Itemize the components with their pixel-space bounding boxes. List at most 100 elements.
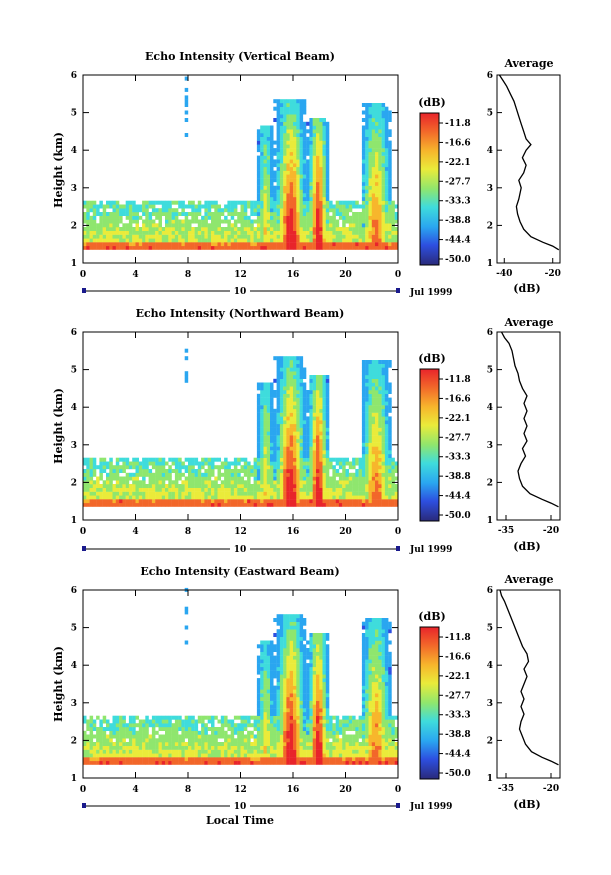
heatmap-cell <box>270 640 274 645</box>
heatmap-cell <box>125 491 130 496</box>
heatmap-cell <box>312 121 317 126</box>
heatmap-cell <box>260 719 264 724</box>
heatmap-cell <box>86 215 90 220</box>
heatmap-cell <box>256 178 261 183</box>
heatmap-cell <box>197 491 202 496</box>
heatmap-cell <box>197 476 202 481</box>
heatmap-cell <box>312 200 317 205</box>
heatmap-cell <box>96 227 100 231</box>
heatmap-cell <box>263 715 267 720</box>
heatmap-cell <box>266 159 271 164</box>
heatmap-cell <box>283 212 287 216</box>
heatmap-cell <box>181 745 185 750</box>
heatmap-cell <box>270 484 274 488</box>
heatmap-cell <box>306 491 310 496</box>
heatmap-cell <box>266 393 271 398</box>
heatmap-cell <box>158 487 162 492</box>
heatmap-cell <box>302 375 307 379</box>
heatmap-cell <box>325 450 330 455</box>
heatmap-cell <box>279 734 284 739</box>
heatmap-cell <box>296 170 300 175</box>
heatmap-cell <box>214 200 218 205</box>
heatmap-cell <box>96 745 100 750</box>
heatmap-cell <box>174 723 179 728</box>
profile-y-tick-label: 4 <box>487 146 493 156</box>
heatmap-cell <box>299 431 304 436</box>
heatmap-cell <box>263 693 267 698</box>
heatmap-cell <box>368 382 372 387</box>
heatmap-cell <box>194 230 199 235</box>
heatmap-cell <box>381 106 386 111</box>
heatmap-cell <box>394 487 399 492</box>
heatmap-cell <box>151 715 156 720</box>
heatmap-cell <box>161 245 166 250</box>
heatmap-cell <box>145 465 149 470</box>
heatmap-cell <box>270 423 274 428</box>
heatmap-cell <box>266 215 271 220</box>
heatmap-cell <box>319 390 323 394</box>
heatmap-cell <box>276 99 281 104</box>
heatmap-cell <box>122 469 126 473</box>
heatmap-cell <box>86 727 90 731</box>
date-axis-end-marker <box>396 546 400 551</box>
heatmap-cell <box>309 476 313 481</box>
heatmap-cell <box>158 476 162 481</box>
heatmap-cell <box>375 212 379 216</box>
heatmap-cell <box>204 487 208 492</box>
heatmap-cell <box>260 181 264 186</box>
heatmap-cell <box>283 360 287 364</box>
heatmap-cell <box>115 242 120 247</box>
heatmap-cell <box>273 446 277 451</box>
heatmap-cell <box>260 487 264 492</box>
heatmap-cell <box>381 435 386 440</box>
heatmap-cell <box>181 491 185 496</box>
heatmap-cell <box>296 420 300 425</box>
heatmap-cell <box>171 457 176 462</box>
heatmap-cell <box>132 234 136 239</box>
heatmap-cell <box>332 495 336 500</box>
heatmap-cell <box>289 476 294 481</box>
heatmap-cell <box>211 719 215 724</box>
date-axis-start-marker <box>82 546 86 551</box>
heatmap-cell <box>348 230 353 235</box>
heatmap-cell <box>109 727 113 731</box>
panel-title: Echo Intensity (Vertical Beam) <box>145 50 335 63</box>
heatmap-cell <box>286 700 290 705</box>
heatmap-cell <box>161 227 166 231</box>
heatmap-cell <box>204 760 208 765</box>
heatmap-cell <box>266 674 271 679</box>
heatmap-cell <box>368 446 372 451</box>
heatmap-cell <box>312 230 317 235</box>
heatmap-cell <box>378 106 382 111</box>
colorbar: (dB) -11.8-16.6-22.1-27.7-33.3-38.8-44.4… <box>418 352 471 522</box>
heatmap-cell <box>279 427 284 432</box>
heatmap-cell <box>171 734 176 739</box>
heatmap-cell <box>165 723 169 728</box>
heatmap-cell <box>309 151 313 156</box>
heatmap-cell <box>283 465 287 470</box>
heatmap-cell <box>178 227 182 231</box>
heatmap-cell <box>188 738 192 743</box>
heatmap-cell <box>355 476 359 481</box>
heatmap-cell <box>283 412 287 417</box>
heatmap-cell <box>207 469 212 473</box>
heatmap-cell <box>115 476 120 481</box>
heatmap-cell <box>128 227 133 231</box>
heatmap-cell <box>240 502 244 507</box>
heatmap-cell <box>289 730 294 735</box>
heatmap-cell <box>270 208 274 213</box>
heatmap-cell <box>89 215 94 220</box>
heatmap-cell <box>335 212 340 216</box>
heatmap-cell <box>191 742 195 746</box>
heatmap-cell <box>83 734 87 739</box>
heatmap-cell <box>92 234 97 239</box>
heatmap-cell <box>165 472 169 477</box>
heatmap-cell <box>381 178 386 183</box>
heatmap-cell <box>299 423 304 428</box>
heatmap-cell <box>237 734 241 739</box>
heatmap-cell <box>279 446 284 451</box>
heatmap-cell <box>325 431 330 436</box>
heatmap-cell <box>270 689 274 694</box>
heatmap-cell <box>217 204 221 209</box>
